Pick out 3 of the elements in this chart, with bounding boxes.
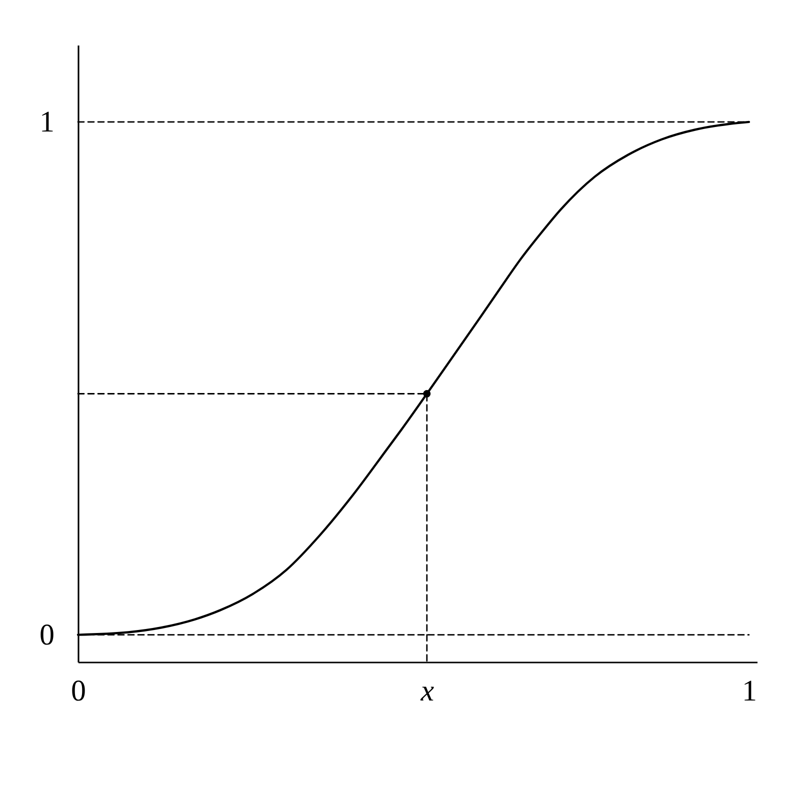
x-tick-label: x [420, 674, 435, 708]
x-tick-label: 1 [742, 674, 757, 708]
x-tick-label: 0 [71, 674, 86, 708]
